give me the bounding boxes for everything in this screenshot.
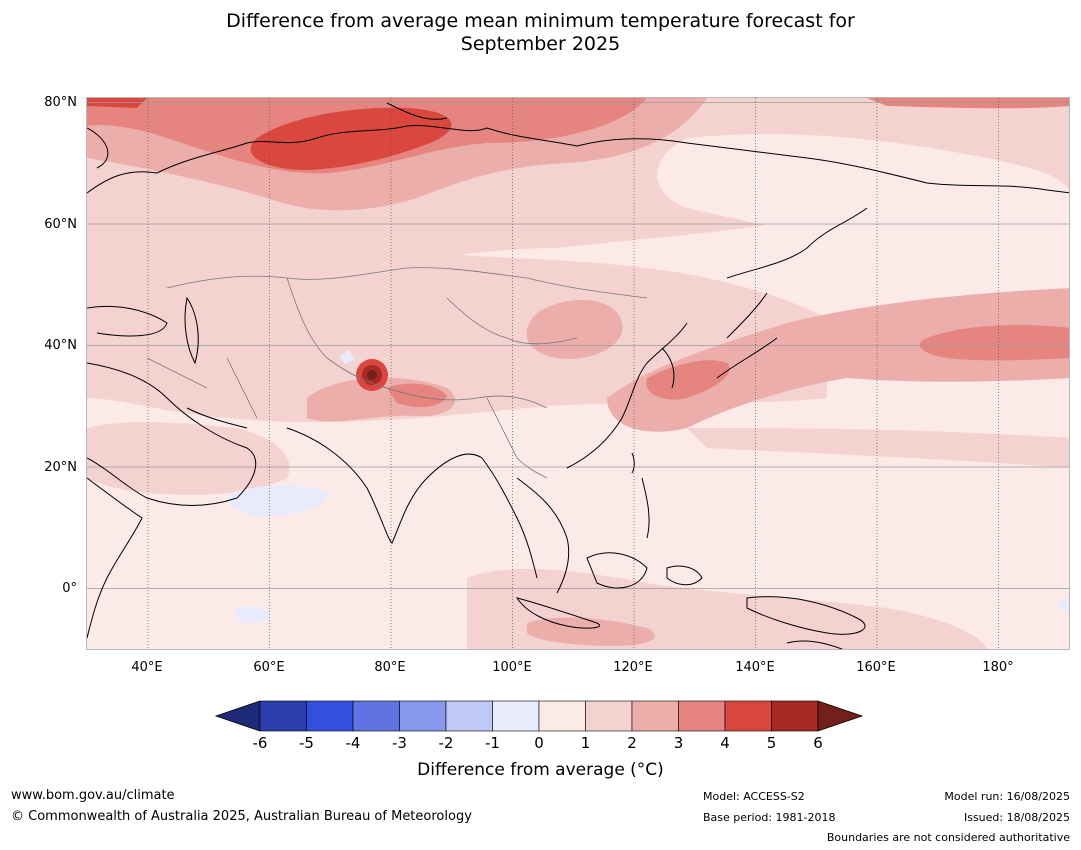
lon-label-100e: 100°E	[492, 660, 532, 675]
colorbar-tick-label: 6	[813, 734, 823, 752]
lon-label-80e: 80°E	[374, 660, 406, 675]
colorbar-cell	[492, 700, 540, 732]
anomaly-region-arctic-edge	[87, 98, 147, 108]
anomaly-region-arabian-sea-cool	[228, 485, 328, 516]
lat-label-80n: 80°N	[44, 95, 77, 110]
map-title: Difference from average mean minimum tem…	[0, 10, 1081, 56]
lat-label-40n: 40°N	[44, 338, 77, 353]
copyright-text: © Commonwealth of Australia 2025, Austra…	[11, 809, 472, 824]
anomaly-region-north-pacific	[607, 288, 1069, 432]
colorbar-tick-label: 3	[673, 734, 684, 752]
lat-label-60n: 60°N	[44, 217, 77, 232]
colorbar-cell	[538, 700, 586, 732]
colorbar-arrow-high	[817, 700, 864, 732]
coastlines	[87, 102, 1069, 649]
meridians	[147, 98, 999, 649]
colorbar-cell	[352, 700, 400, 732]
lon-label-180: 180°	[982, 660, 1014, 675]
colorbar-arrow-low	[214, 700, 261, 732]
anomaly-region-pacific-cool	[1057, 598, 1069, 613]
map-canvas	[87, 98, 1069, 649]
boundaries-disclaimer: Boundaries are not considered authoritat…	[826, 831, 1070, 844]
colorbar-cell	[678, 700, 726, 732]
anomaly-map	[86, 97, 1070, 650]
anomaly-region-east-siberia-low	[657, 134, 1069, 278]
colorbar-cell	[306, 700, 354, 732]
anomaly-region-north-pacific-core	[919, 325, 1069, 361]
colorbar-cell	[585, 700, 633, 732]
anomaly-region-siberia-core	[250, 107, 452, 170]
colorbar-cell	[631, 700, 679, 732]
colorbar-tick-label: 0	[534, 734, 544, 752]
colorbar-tick-label: -1	[485, 734, 500, 752]
colorbar-cell	[724, 700, 772, 732]
colorbar-tick-label: 5	[766, 734, 777, 752]
lon-label-60e: 60°E	[253, 660, 285, 675]
anomaly-region-japan	[646, 360, 730, 400]
colorbar-tick-label: 1	[580, 734, 591, 752]
lon-label-40e: 40°E	[131, 660, 163, 675]
colorbar-tick-label: -6	[252, 734, 268, 752]
colorbar-cell	[445, 700, 493, 732]
colorbar-tick-label: -3	[392, 734, 407, 752]
colorbar	[214, 700, 864, 732]
lat-label-0: 0°	[62, 581, 77, 596]
base-period: Base period: 1981-2018	[703, 811, 836, 824]
lat-label-20n: 20°N	[44, 460, 77, 475]
title-line-2: September 2025	[460, 33, 621, 55]
colorbar-cell	[399, 700, 447, 732]
colorbar-tick-label: 2	[627, 734, 637, 752]
anomaly-region-arctic-east	[867, 98, 1069, 109]
anomaly-region-tropics-pacific	[687, 428, 1069, 468]
issued-date: Issued: 18/08/2025	[963, 811, 1070, 824]
colorbar-tick-label: 4	[720, 734, 730, 752]
model-run-date: Model run: 16/08/2025	[944, 790, 1070, 803]
lon-label-160e: 160°E	[856, 660, 896, 675]
lon-label-140e: 140°E	[735, 660, 775, 675]
anomaly-region-indian-ocean-cool	[235, 606, 269, 624]
anomaly-region-north-china	[526, 300, 623, 359]
colorbar-cell	[771, 700, 819, 732]
borders	[146, 267, 648, 479]
colorbar-title: Difference from average (°C)	[417, 760, 664, 780]
colorbar-cell	[259, 700, 307, 732]
anomaly-region-kashmir-cool	[339, 350, 355, 364]
anomaly-region-arabia	[87, 422, 290, 495]
title-line-1: Difference from average mean minimum tem…	[226, 10, 855, 32]
graticule	[87, 102, 1069, 589]
colorbar-tick-label: -5	[299, 734, 314, 752]
colorbar-tick-label: -2	[438, 734, 454, 752]
colorbar-tick-label: -4	[345, 734, 361, 752]
anomaly-region-central-asia	[87, 227, 827, 423]
anomaly-region-tibet-west	[387, 383, 447, 408]
model-name: Model: ACCESS-S2	[703, 790, 805, 803]
lon-label-120e: 120°E	[613, 660, 653, 675]
website-link[interactable]: www.bom.gov.au/climate	[11, 788, 175, 803]
